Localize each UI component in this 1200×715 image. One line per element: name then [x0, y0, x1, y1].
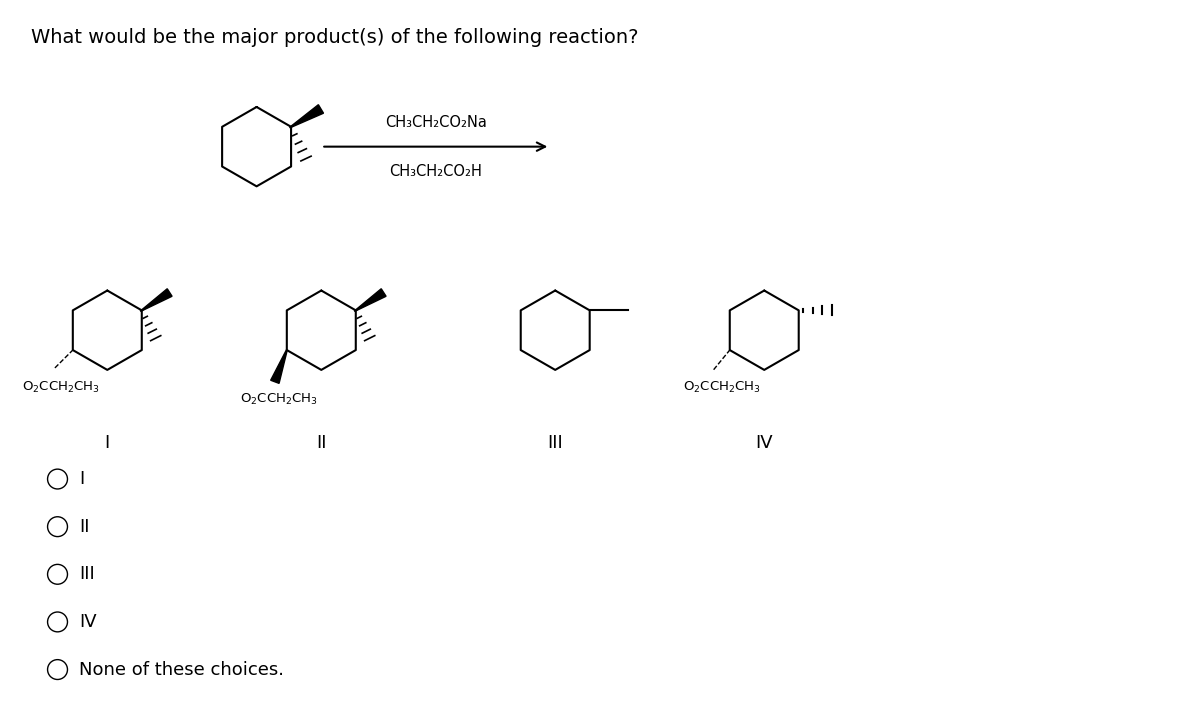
Text: I: I: [79, 470, 85, 488]
Text: IV: IV: [79, 613, 97, 631]
Text: I: I: [104, 435, 110, 453]
Text: III: III: [547, 435, 563, 453]
Text: $\mathdefault{O_2CCH_2CH_3}$: $\mathdefault{O_2CCH_2CH_3}$: [683, 380, 761, 395]
Text: IV: IV: [756, 435, 773, 453]
Text: CH₃CH₂CO₂Na: CH₃CH₂CO₂Na: [385, 115, 487, 130]
Polygon shape: [142, 289, 172, 311]
Polygon shape: [290, 104, 324, 127]
Text: II: II: [79, 518, 90, 536]
Text: What would be the major product(s) of the following reaction?: What would be the major product(s) of th…: [31, 28, 638, 46]
Text: None of these choices.: None of these choices.: [79, 661, 284, 679]
Text: II: II: [316, 435, 326, 453]
Text: $\mathdefault{O_2CCH_2CH_3}$: $\mathdefault{O_2CCH_2CH_3}$: [240, 392, 318, 407]
Text: CH₃CH₂CO₂H: CH₃CH₂CO₂H: [389, 164, 482, 179]
Text: III: III: [79, 566, 95, 583]
Polygon shape: [355, 289, 386, 311]
Text: $\mathdefault{O_2CCH_2CH_3}$: $\mathdefault{O_2CCH_2CH_3}$: [22, 380, 100, 395]
Polygon shape: [271, 350, 287, 383]
